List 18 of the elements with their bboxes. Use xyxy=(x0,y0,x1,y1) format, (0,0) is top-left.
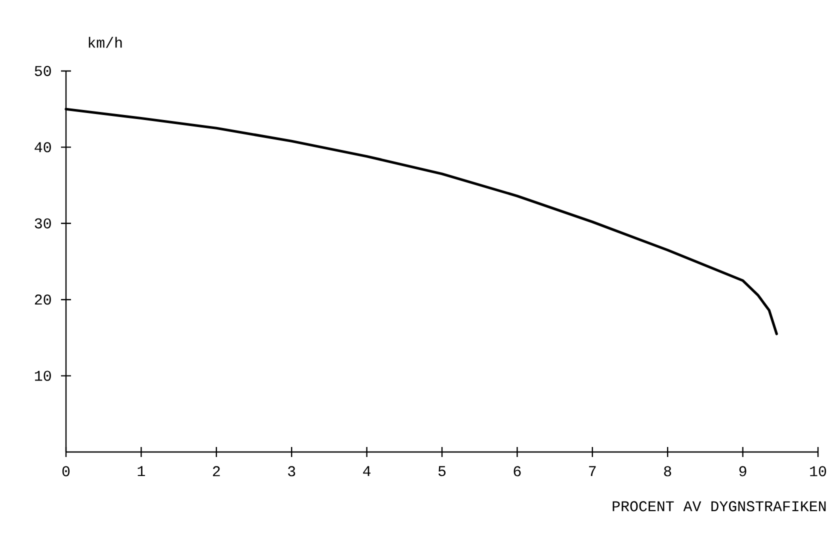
y-tick-label: 20 xyxy=(34,294,51,305)
x-tick-label: 2 xyxy=(212,466,220,476)
x-tick-label: 6 xyxy=(514,466,521,476)
y-tick-label: 40 xyxy=(34,142,51,152)
x-axis-title: PROCENT AV DYGNSTRAFIKEN xyxy=(612,501,826,512)
x-tick-label: 7 xyxy=(589,466,596,476)
y-tick-label: 50 xyxy=(34,66,51,76)
y-axis-title: km/h xyxy=(88,36,122,48)
x-tick-label: 5 xyxy=(438,466,446,476)
x-tick-label: 8 xyxy=(664,466,672,476)
y-tick-label: 10 xyxy=(34,370,51,381)
x-tick-label: 9 xyxy=(739,466,746,476)
x-tick-label: 3 xyxy=(288,466,296,476)
x-tick-label: 0 xyxy=(62,466,70,476)
y-tick-label: 30 xyxy=(34,218,51,228)
x-tick-label: 10 xyxy=(810,466,826,476)
x-tick-label: 1 xyxy=(138,466,145,476)
x-tick-label: 4 xyxy=(363,466,371,476)
